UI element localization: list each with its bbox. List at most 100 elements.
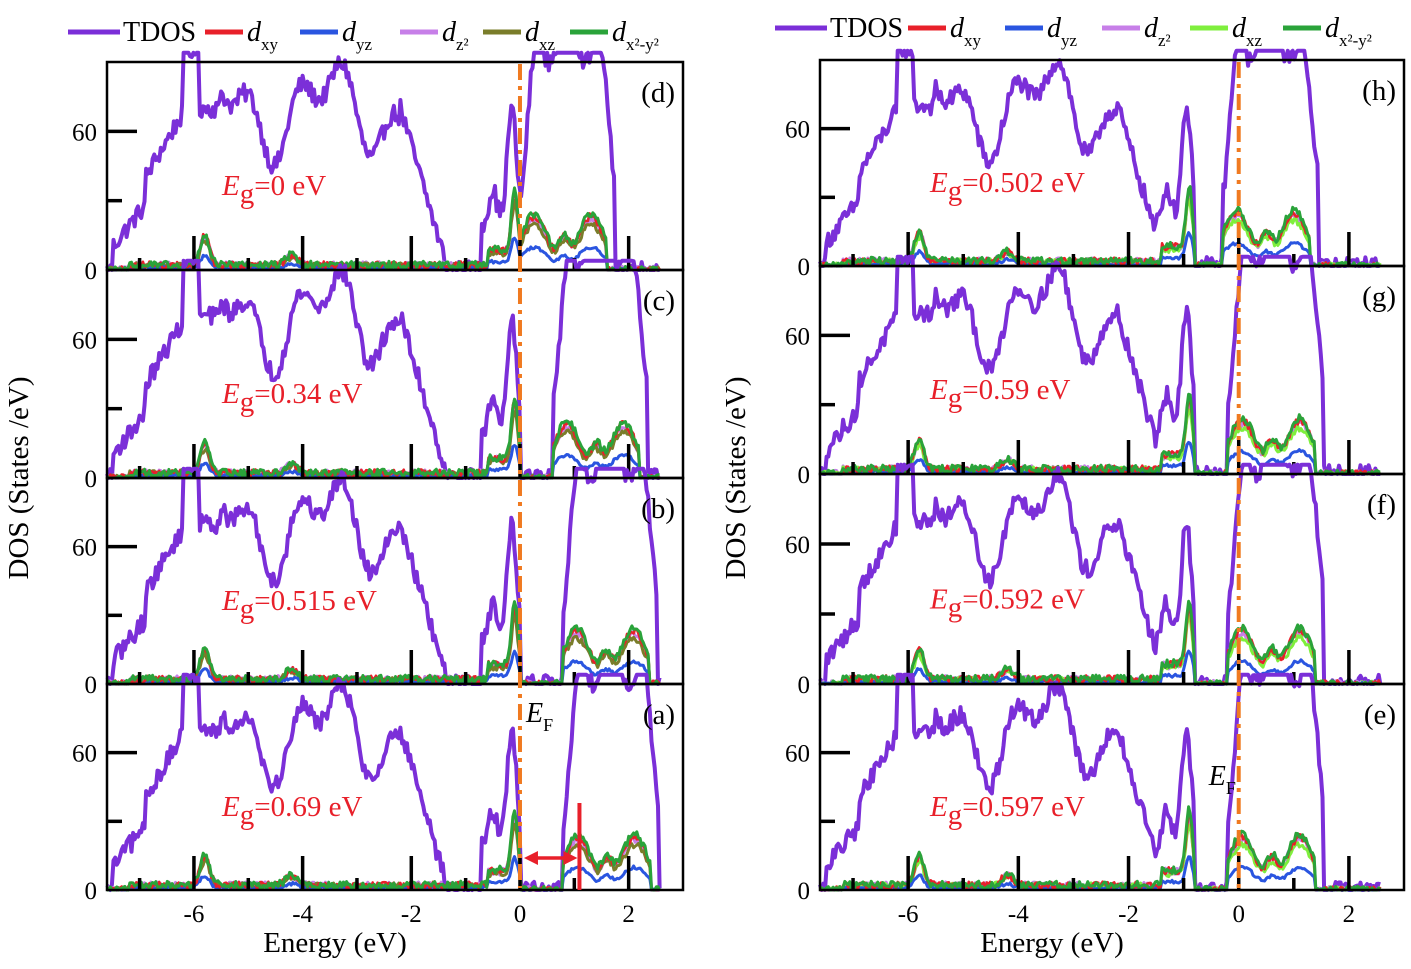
y-axis-title: DOS (States /eV) (3, 377, 35, 580)
x-tick-label: 2 (1343, 901, 1356, 928)
fermi-level-label: EF (1208, 761, 1236, 798)
y-tick-label: 60 (72, 327, 97, 354)
series-tdos-line (105, 258, 660, 480)
panel-f: 0 60 (f) Eg=0.592 eV (785, 462, 1406, 699)
band-gap-label: Eg=0 eV (221, 170, 326, 210)
gap-arrow-head-left (523, 850, 538, 865)
panel-c: 0 60 (c) Eg=0.34 eV (72, 258, 685, 493)
series-dx2y2-line (818, 185, 1381, 268)
panel-label: (f) (1367, 489, 1396, 521)
band-gap-label: Eg=0.69 eV (221, 791, 362, 831)
legend-label-dx2y2: dx²-y² (1325, 13, 1372, 50)
gap-arrow-head-right (563, 850, 578, 865)
x-tick-label: -6 (184, 901, 205, 928)
series-dxy-line (818, 187, 1381, 268)
y-tick-label: 0 (85, 466, 98, 493)
y-tick-label: 60 (785, 117, 810, 144)
y-axis-title: DOS (States /eV) (720, 377, 752, 580)
series-tdos-line (818, 48, 1382, 268)
panel-frame (105, 682, 685, 892)
series-tdos-line (818, 254, 1381, 476)
panel-e: 0 60 (e) Eg=0.597 eV (785, 672, 1406, 905)
panel-g: 0 60 (g) Eg=0.59 eV (785, 254, 1406, 489)
series-dyz-line (106, 855, 661, 892)
legend-label-dxz: dxz (525, 17, 556, 54)
band-gap-label: Eg=0.34 eV (221, 378, 362, 418)
y-tick-label: 60 (72, 119, 97, 146)
y-tick-label: 0 (798, 672, 811, 699)
x-tick-label: -2 (401, 901, 422, 928)
chart-left: TDOS dxy dyz dz² dxz dx²-y² DOS (States /eV) En… (3, 17, 685, 959)
series-tdos-line (818, 462, 1383, 686)
panel-frame (818, 682, 1406, 892)
chart-right: TDOS dxy dyz dz² dxz dx²-y² DOS (States /eV) En… (720, 13, 1406, 959)
series-dx2y2-line (105, 397, 660, 480)
panel-label: (a) (643, 699, 675, 731)
x-tick-label: -4 (1008, 901, 1029, 928)
legend-label-dyz: dyz (342, 17, 373, 54)
y-tick-label: 0 (798, 254, 811, 281)
fermi-level-label: EF (525, 698, 553, 735)
series-dz2-line (105, 815, 660, 892)
x-tick-label: 2 (622, 901, 635, 928)
band-gap-label: Eg=0.502 eV (929, 167, 1085, 207)
legend-label-dxy: dxy (247, 17, 279, 54)
panel-label: (g) (1362, 281, 1396, 313)
panel-d: 0 60 (d) Eg=0 eV (72, 50, 685, 285)
band-gap-label: Eg=0.597 eV (929, 791, 1085, 831)
band-gap-label: Eg=0.515 eV (221, 585, 377, 625)
y-tick-label: 0 (798, 878, 811, 905)
y-tick-label: 60 (72, 741, 97, 768)
series-dxy-line (819, 605, 1382, 686)
y-tick-label: 60 (785, 323, 810, 350)
series-dx2y2-line (107, 809, 661, 892)
series-dx2y2-line (819, 392, 1381, 476)
x-tick-label: 0 (1232, 901, 1245, 928)
y-tick-label: 0 (85, 258, 98, 285)
panel-a: 0 60 (a) Eg=0.69 eV (72, 672, 685, 905)
legend-label-dz2: dz² (442, 17, 469, 54)
series-tdos-line (105, 466, 662, 686)
legend-label-dx2y2: dx²-y² (612, 17, 659, 54)
panel-h: 0 60 (h) Eg=0.502 eV (785, 48, 1406, 281)
x-axis-title: Energy (eV) (263, 927, 407, 959)
series-dxy-line (105, 810, 660, 892)
series-dx2y2-line (105, 186, 660, 272)
series-dx2y2-line (820, 599, 1381, 686)
series-dxy-line (107, 604, 661, 686)
series-dxy-line (820, 812, 1382, 892)
y-tick-label: 0 (85, 878, 98, 905)
legend-label-dz2: dz² (1144, 13, 1171, 50)
legend-label-tdos: TDOS (123, 17, 196, 48)
y-tick-label: 60 (785, 532, 810, 559)
band-gap-label: Eg=0.592 eV (929, 583, 1085, 623)
y-tick-label: 0 (85, 672, 98, 699)
y-tick-label: 60 (72, 535, 97, 562)
series-dz2-line (818, 195, 1381, 268)
series-dx2y2-line (818, 805, 1382, 892)
x-tick-label: 0 (514, 901, 527, 928)
panel-label: (b) (641, 493, 675, 525)
series-dx2y2-line (105, 600, 660, 686)
legend-label-dxz: dxz (1232, 13, 1263, 50)
y-tick-label: 0 (798, 462, 811, 489)
panel-label: (d) (641, 77, 675, 109)
series-dz2-line (820, 813, 1382, 892)
series-dxy-line (819, 395, 1382, 476)
panel-label: (h) (1362, 75, 1396, 107)
x-axis-title: Energy (eV) (980, 927, 1124, 959)
series-tdos-line (105, 50, 660, 272)
panel-label: (c) (643, 285, 675, 317)
y-tick-label: 60 (785, 741, 810, 768)
x-tick-label: -6 (898, 901, 919, 928)
legend-label-tdos: TDOS (830, 13, 903, 44)
panel-b: 0 60 (b) Eg=0.515 eV (72, 466, 685, 699)
series-tdos-line (818, 672, 1381, 892)
legend-label-dxy: dxy (950, 13, 982, 50)
series-tdos-line (105, 672, 662, 892)
legend-label-dyz: dyz (1047, 13, 1078, 50)
series-dz2-line (105, 606, 660, 686)
x-tick-label: -2 (1118, 901, 1139, 928)
x-tick-label: -4 (292, 901, 313, 928)
